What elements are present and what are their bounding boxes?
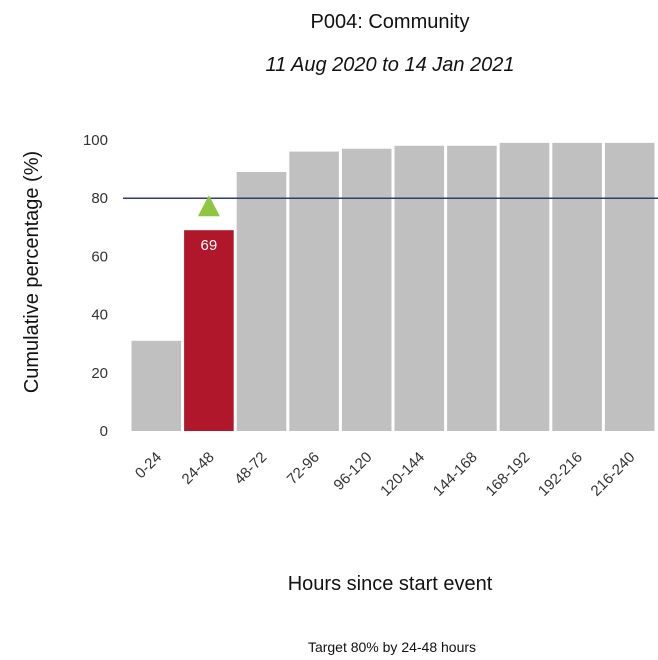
bar-highlight [184, 230, 234, 431]
bar [447, 145, 497, 432]
y-tick-label: 20 [91, 365, 108, 382]
y-tick-label: 80 [91, 190, 108, 207]
bar [499, 142, 550, 431]
y-axis-label: Cumulative percentage (%) [21, 151, 43, 393]
bar [131, 340, 182, 431]
x-tick-label: 192-216 [535, 449, 586, 500]
chart-subtitle: 11 Aug 2020 to 14 Jan 2021 [265, 54, 514, 76]
y-tick-label: 100 [83, 132, 108, 149]
x-tick-label: 168-192 [482, 449, 533, 500]
x-tick-label: 216-240 [588, 449, 639, 500]
y-tick-label: 40 [91, 307, 108, 324]
x-tick-label: 72-96 [284, 449, 323, 488]
target-caption: Target 80% by 24-48 hours [308, 639, 476, 655]
x-axis-ticks: 0-24 24-48 48-72 72-96 96-120 120-144 144-168 1… [132, 449, 639, 500]
chart-title: P004: Community [311, 11, 470, 33]
bars: 69 [123, 142, 658, 432]
x-tick-label: 0-24 [132, 449, 165, 482]
target-marker-triangle [197, 195, 220, 217]
y-tick-label: 60 [91, 248, 108, 265]
x-tick-label: 24-48 [179, 449, 218, 488]
y-tick-label: 0 [100, 423, 108, 440]
y-axis-ticks: 0 20 40 60 80 100 [83, 132, 108, 440]
x-tick-label: 120-144 [377, 449, 428, 500]
bar [236, 172, 287, 431]
bar [341, 148, 392, 431]
bar [394, 145, 445, 432]
bar [289, 151, 339, 431]
x-tick-label: 144-168 [430, 449, 481, 500]
x-axis-label: Hours since start event [288, 573, 493, 595]
bar [552, 142, 602, 431]
x-tick-label: 96-120 [330, 449, 375, 494]
x-tick-label: 48-72 [231, 449, 270, 488]
bar-value-label: 69 [201, 237, 218, 254]
bar [604, 142, 655, 431]
